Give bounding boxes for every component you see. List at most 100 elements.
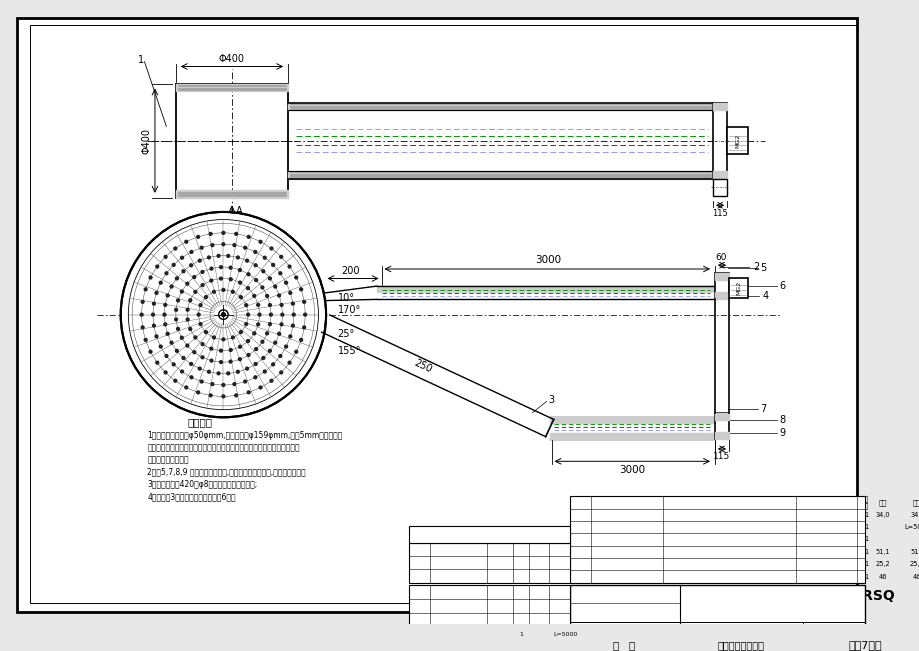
Circle shape (193, 275, 196, 279)
Text: 热风燃风器 φ50: 热风燃风器 φ50 (711, 561, 746, 568)
Circle shape (182, 270, 185, 273)
Bar (570, 496, 864, 583)
Text: 1: 1 (518, 632, 522, 637)
Circle shape (197, 391, 199, 394)
Text: 能器实际情况制作。: 能器实际情况制作。 (147, 455, 188, 464)
Text: 46: 46 (913, 574, 919, 579)
Text: 46: 46 (878, 574, 887, 579)
Circle shape (300, 288, 302, 291)
Text: L=5000: L=5000 (903, 524, 919, 530)
Circle shape (212, 336, 215, 339)
Circle shape (190, 251, 193, 253)
Circle shape (232, 290, 234, 293)
Circle shape (259, 240, 262, 243)
Circle shape (294, 350, 298, 353)
Circle shape (186, 318, 188, 321)
Circle shape (155, 292, 158, 294)
Circle shape (263, 370, 266, 373)
Circle shape (229, 360, 232, 363)
Circle shape (246, 340, 249, 342)
Text: MG2: MG2 (735, 281, 741, 295)
Circle shape (180, 370, 183, 373)
Circle shape (199, 367, 201, 370)
Bar (408, 525, 570, 543)
Circle shape (291, 302, 294, 305)
Circle shape (221, 288, 224, 292)
Circle shape (176, 277, 178, 280)
Circle shape (149, 350, 152, 353)
Circle shape (220, 361, 222, 363)
Bar (714, 413, 729, 439)
Text: 4: 4 (578, 536, 583, 542)
Circle shape (208, 370, 210, 373)
Text: 2  张15.45 L=5000: 2 张15.45 L=5000 (458, 531, 520, 538)
Circle shape (246, 287, 249, 290)
Circle shape (261, 340, 264, 343)
Circle shape (175, 318, 177, 321)
Circle shape (280, 313, 283, 316)
Circle shape (245, 259, 248, 262)
Text: 4、共制作3座热风炉所需的燃烧器6个。: 4、共制作3座热风炉所需的燃烧器6个。 (147, 492, 235, 501)
Text: 51,1: 51,1 (909, 549, 919, 555)
Text: 首钐机制公司: 首钐机制公司 (601, 588, 646, 601)
Circle shape (284, 281, 288, 284)
Text: 1: 1 (863, 512, 868, 518)
Circle shape (254, 251, 256, 253)
Text: 3: 3 (578, 549, 583, 555)
Circle shape (229, 266, 232, 269)
Text: 250: 250 (413, 358, 434, 375)
Circle shape (201, 271, 204, 273)
Text: 本图: 本图 (621, 561, 629, 568)
Circle shape (229, 348, 232, 352)
Circle shape (279, 323, 283, 326)
Text: 34,0: 34,0 (909, 512, 919, 518)
Text: 1: 1 (518, 618, 522, 623)
Circle shape (142, 300, 144, 303)
Text: 3000: 3000 (535, 255, 561, 265)
Bar (729, 277, 747, 298)
Text: 单重: 单重 (878, 499, 887, 506)
Circle shape (209, 394, 211, 397)
Circle shape (189, 363, 192, 365)
Circle shape (210, 279, 212, 282)
Text: 弘明钢管20130: 弘明钢管20130 (440, 560, 475, 566)
Text: 51,1: 51,1 (875, 549, 890, 555)
Circle shape (210, 359, 212, 362)
Circle shape (234, 394, 237, 397)
Text: 4: 4 (762, 290, 767, 301)
Circle shape (239, 296, 242, 299)
Text: 25,2: 25,2 (909, 561, 919, 567)
Circle shape (227, 255, 230, 257)
Circle shape (200, 380, 203, 383)
Circle shape (170, 341, 173, 344)
Circle shape (221, 232, 224, 234)
Circle shape (221, 338, 224, 340)
Circle shape (266, 294, 268, 298)
Circle shape (180, 290, 183, 293)
Circle shape (172, 264, 175, 266)
Circle shape (174, 380, 176, 382)
Circle shape (165, 355, 168, 357)
Text: 材  料: 材 料 (819, 499, 832, 506)
Circle shape (255, 279, 257, 282)
Text: 1: 1 (578, 574, 583, 579)
Circle shape (194, 336, 197, 339)
Circle shape (159, 345, 162, 348)
Circle shape (155, 335, 158, 338)
Circle shape (210, 347, 212, 350)
Text: 155°: 155° (337, 346, 360, 355)
Text: 1Cr18Ni9T1: 1Cr18Ni9T1 (806, 561, 845, 567)
Circle shape (194, 290, 197, 293)
Circle shape (201, 356, 204, 359)
Circle shape (254, 264, 256, 267)
Text: 5: 5 (578, 524, 583, 530)
Text: 7: 7 (417, 574, 421, 579)
Circle shape (233, 383, 235, 385)
Text: 法兰盖止闸 φ50  P=10MPa: 法兰盖止闸 φ50 P=10MPa (693, 536, 764, 543)
Text: 序
号: 序 号 (578, 495, 583, 510)
Circle shape (256, 323, 259, 326)
Circle shape (180, 256, 183, 259)
Circle shape (268, 323, 271, 326)
Circle shape (155, 265, 158, 268)
Text: 1Cr18Ni9T1: 1Cr18Ni9T1 (806, 549, 845, 555)
